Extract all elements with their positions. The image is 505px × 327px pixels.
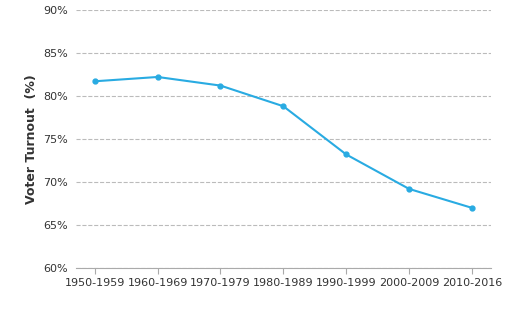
Y-axis label: Voter Turnout  (%): Voter Turnout (%) bbox=[25, 74, 38, 204]
